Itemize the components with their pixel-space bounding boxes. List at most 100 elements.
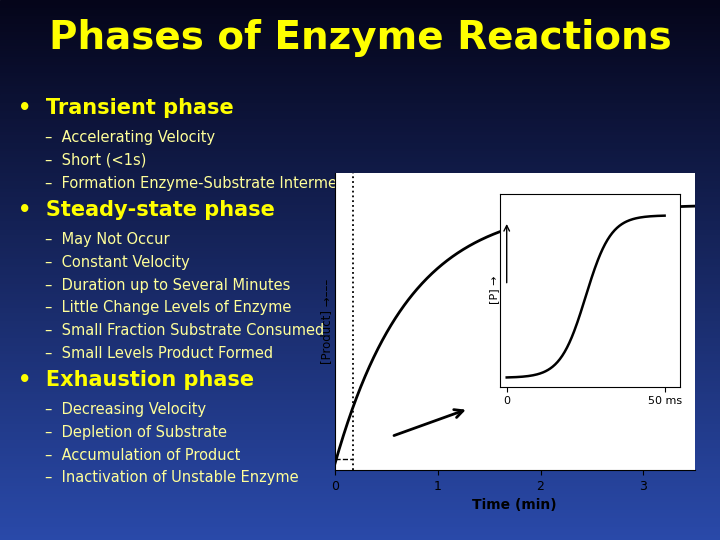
Bar [0, 81, 720, 84]
Bar [0, 281, 720, 284]
Bar [0, 251, 720, 254]
Bar [0, 448, 720, 451]
Bar [0, 462, 720, 464]
Bar [0, 122, 720, 124]
Bar [0, 116, 720, 119]
Text: –  Accelerating Velocity: – Accelerating Velocity [45, 130, 215, 145]
Bar [0, 86, 720, 89]
Bar [0, 24, 720, 27]
Bar [0, 105, 720, 108]
Bar [0, 205, 720, 208]
Bar [0, 208, 720, 211]
Bar [0, 232, 720, 235]
Bar [0, 38, 720, 40]
Bar [0, 329, 720, 332]
Bar [0, 526, 720, 529]
Bar [0, 146, 720, 148]
Bar [0, 202, 720, 205]
Bar [0, 537, 720, 540]
Bar [0, 240, 720, 243]
Bar [0, 510, 720, 513]
Bar [0, 5, 720, 8]
Bar [0, 148, 720, 151]
Bar [0, 467, 720, 470]
Bar [0, 321, 720, 324]
Bar [0, 416, 720, 418]
Bar [0, 521, 720, 524]
Bar [0, 513, 720, 516]
Bar [0, 410, 720, 413]
Bar [0, 278, 720, 281]
Bar [0, 302, 720, 305]
Bar [0, 235, 720, 238]
Bar [0, 454, 720, 456]
Bar [0, 219, 720, 221]
Bar [0, 111, 720, 113]
Text: Phases of Enzyme Reactions: Phases of Enzyme Reactions [49, 19, 671, 57]
Bar [0, 381, 720, 383]
Bar [0, 389, 720, 392]
Bar [0, 435, 720, 437]
Bar [0, 310, 720, 313]
Bar [0, 68, 720, 70]
Bar [0, 43, 720, 46]
Bar [0, 3, 720, 5]
Bar [0, 459, 720, 462]
Bar [0, 51, 720, 54]
Bar [0, 173, 720, 176]
Bar [0, 186, 720, 189]
Bar [0, 502, 720, 505]
Bar [0, 92, 720, 94]
Bar [0, 162, 720, 165]
Bar [0, 516, 720, 518]
Bar [0, 19, 720, 22]
Bar [0, 429, 720, 432]
Bar [0, 230, 720, 232]
Bar [0, 486, 720, 489]
Bar [0, 113, 720, 116]
Bar [0, 340, 720, 343]
Bar [0, 76, 720, 78]
Bar [0, 130, 720, 132]
Bar [0, 170, 720, 173]
Text: –  Duration up to Several Minutes: – Duration up to Several Minutes [45, 278, 291, 293]
Text: –  Small Fraction Substrate Consumed: – Small Fraction Substrate Consumed [45, 323, 325, 338]
Text: •  Exhaustion phase: • Exhaustion phase [18, 370, 254, 390]
Bar [0, 505, 720, 508]
Bar [0, 316, 720, 319]
Bar [0, 375, 720, 378]
Bar [0, 418, 720, 421]
Bar [0, 432, 720, 435]
Bar [0, 100, 720, 103]
Bar [0, 200, 720, 202]
Bar [0, 308, 720, 310]
Bar [0, 49, 720, 51]
Bar [0, 305, 720, 308]
Bar [0, 27, 720, 30]
Bar [0, 78, 720, 81]
Bar [0, 335, 720, 338]
Bar [0, 443, 720, 445]
Bar [0, 421, 720, 424]
Bar [0, 57, 720, 59]
Bar [0, 413, 720, 416]
Bar [0, 11, 720, 14]
Text: –  Accumulation of Product: – Accumulation of Product [45, 448, 240, 463]
Bar [0, 356, 720, 359]
Bar [0, 478, 720, 481]
Bar [0, 535, 720, 537]
Bar [0, 59, 720, 62]
Bar [0, 408, 720, 410]
Bar [0, 378, 720, 381]
Y-axis label: [Product] →–––: [Product] →––– [320, 279, 333, 364]
Bar [0, 332, 720, 335]
Bar [0, 259, 720, 262]
Bar [0, 440, 720, 443]
Bar [0, 400, 720, 402]
Bar [0, 402, 720, 405]
Text: –  Formation Enzyme-Substrate Intermediates: – Formation Enzyme-Substrate Intermediat… [45, 176, 382, 191]
Bar [0, 94, 720, 97]
Bar [0, 40, 720, 43]
Y-axis label: [P] →: [P] → [489, 276, 499, 305]
Bar [0, 494, 720, 497]
